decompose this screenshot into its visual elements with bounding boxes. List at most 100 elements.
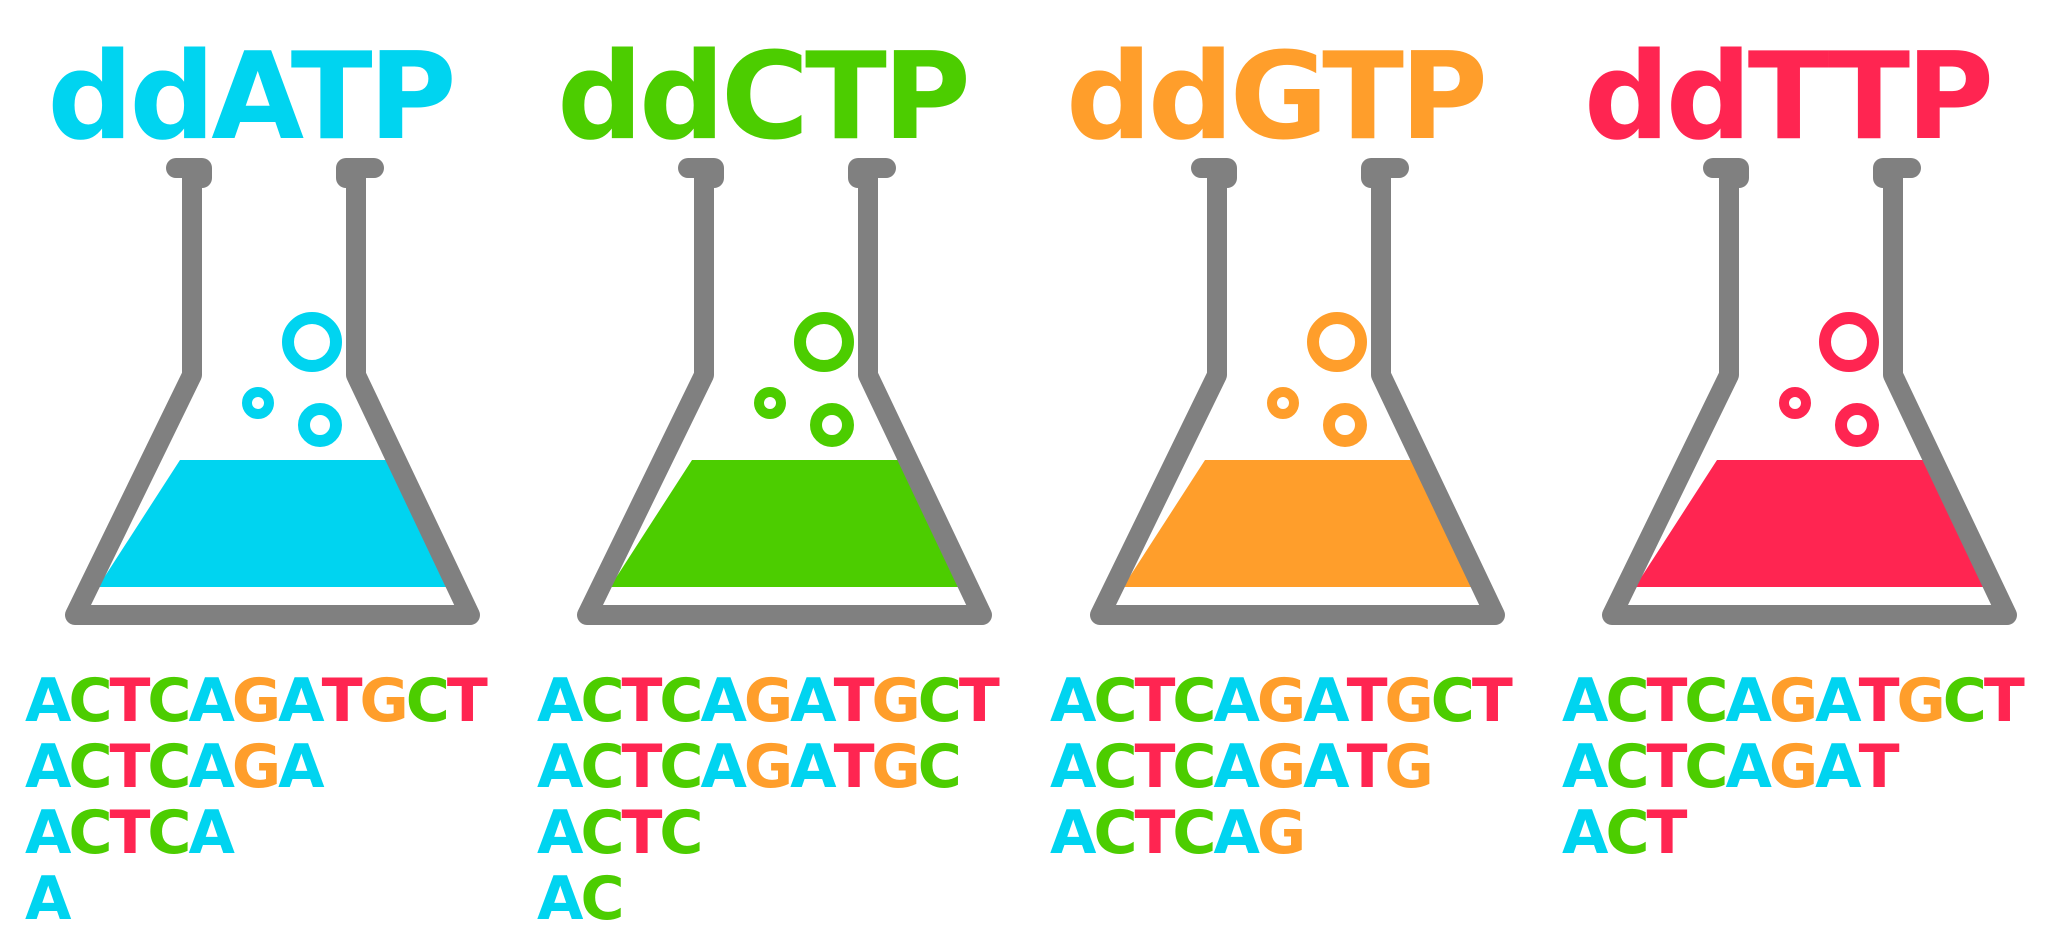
bubble-icon [794,312,854,372]
base-t: T [1346,732,1388,802]
base-a: A [1213,666,1259,736]
base-g: G [231,666,281,736]
flask-icon [65,158,480,625]
base-a: A [537,666,583,736]
flask-outline [577,158,992,625]
bubble-icon [282,312,342,372]
base-c: C [1605,732,1649,802]
base-a: A [278,732,324,802]
flask-liquid [610,460,960,587]
base-c: C [1605,798,1649,868]
sequence-fragment: ACTCAGATGCT [25,668,505,734]
flask-liquid [1123,460,1473,587]
base-a: A [537,864,583,934]
base-a: A [1050,732,1096,802]
base-t: T [1346,666,1388,736]
base-a: A [1050,666,1096,736]
sequence-fragment: ACTCAGATG [1050,734,1530,800]
base-c: C [917,666,962,736]
base-a: A [790,732,836,802]
flask-icon [577,158,992,625]
sequence-fragment: ACTCAGA [25,734,505,800]
base-c: C [659,732,703,802]
base-c: C [147,798,191,868]
base-c: C [580,666,624,736]
base-c: C [580,798,624,868]
base-a: A [700,732,746,802]
base-g: G [743,666,793,736]
base-g: G [1768,666,1818,736]
sequence-fragment: ACTCA [25,800,505,866]
flask-outline [1090,158,1505,625]
base-g: G [1768,732,1818,802]
base-c: C [580,732,624,802]
base-t: T [1858,666,1900,736]
bubble-icon [1307,312,1367,372]
flask-outline [1602,158,2017,625]
base-t: T [321,666,363,736]
base-t: T [1983,666,2025,736]
panel-ddttp: ddTTP ACTCAGATGCT ACTCAGAT ACT [1537,0,2037,933]
base-a: A [1050,798,1096,868]
sequence-fragment: ACTCAGATGC [537,734,1017,800]
sequence-fragment: ACTCAGATGCT [1562,668,2042,734]
base-a: A [25,666,71,736]
base-t: T [1134,732,1175,802]
base-a: A [188,732,234,802]
sequence-fragment: ACT [1562,800,2042,866]
base-t: T [1471,666,1513,736]
base-c: C [147,666,191,736]
bubble-icon [810,403,854,447]
bubble-icon [242,387,274,419]
flask-icon [1602,158,2017,625]
base-t: T [109,798,150,868]
base-a: A [188,798,234,868]
base-a: A [1303,732,1349,802]
bubble-icon [754,387,786,419]
sequence-fragment: ACTCAGAT [1562,734,2042,800]
base-t: T [621,666,662,736]
base-c: C [659,798,703,868]
base-a: A [25,864,71,934]
base-a: A [700,666,746,736]
base-a: A [1562,666,1608,736]
base-a: A [1303,666,1349,736]
base-g: G [1384,666,1434,736]
panel-title: ddGTP [1066,28,1488,167]
sequence-fragment: ACTCAG [1050,800,1530,866]
base-t: T [621,798,662,868]
bubble-icon [1267,387,1299,419]
base-g: G [1256,732,1306,802]
flask-liquid [1635,460,1985,587]
base-a: A [537,732,583,802]
base-a: A [1562,732,1608,802]
base-c: C [1605,666,1649,736]
base-c: C [1093,732,1137,802]
base-c: C [1172,798,1216,868]
base-g: G [1256,798,1306,868]
base-a: A [1725,666,1771,736]
base-a: A [1815,666,1861,736]
flask-icon [1090,158,1505,625]
sequence-list: ACTCAGATGCT ACTCAGA ACTCA A [25,668,505,932]
base-g: G [359,666,409,736]
base-c: C [917,732,962,802]
base-c: C [1684,732,1728,802]
sequence-list: ACTCAGATGCT ACTCAGATGC ACTC AC [537,668,1017,932]
base-t: T [1646,798,1687,868]
sequence-list: ACTCAGATGCT ACTCAGATG ACTCAG [1050,668,1530,866]
base-t: T [109,732,150,802]
panel-title: ddTTP [1583,28,1994,167]
base-c: C [1172,732,1216,802]
base-t: T [446,666,488,736]
base-t: T [1646,732,1687,802]
panel-ddatp: ddATP ACTCAGATGCT ACTCAGA ACTCA A [0,0,500,933]
bubble-icon [1323,403,1367,447]
base-g: G [743,732,793,802]
bubble-icon [298,403,342,447]
base-c: C [147,732,191,802]
base-t: T [109,666,150,736]
panel-ddctp: ddCTP ACTCAGATGCT ACTCAGATGC ACTC AC [512,0,1012,933]
base-c: C [1093,798,1137,868]
panel-ddgtp: ddGTP ACTCAGATGCT ACTCAGATG ACTCAG [1025,0,1525,933]
